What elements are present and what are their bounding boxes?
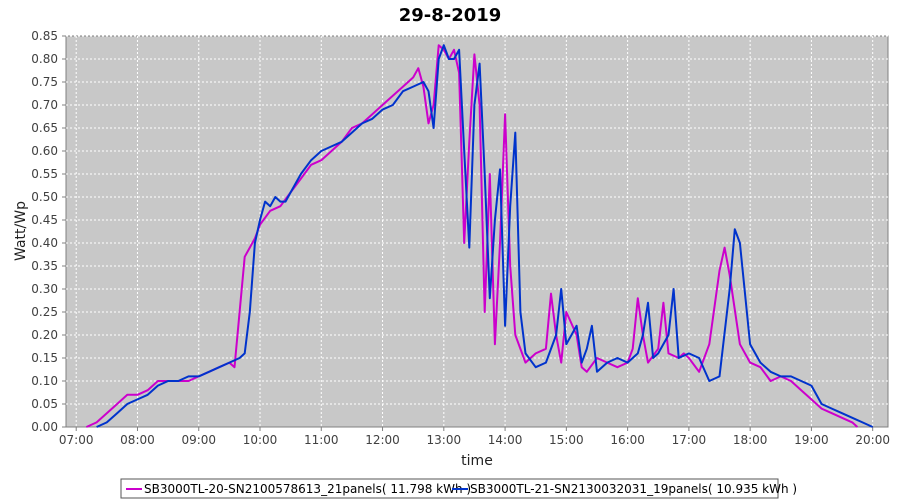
x-tick-label: 16:00: [610, 433, 645, 447]
series-line-1: [85, 44, 859, 428]
y-tick-label: 0.60: [31, 144, 58, 158]
x-tick-label: 20:00: [855, 433, 890, 447]
y-tick-label: 0.15: [31, 351, 58, 365]
y-tick-label: 0.65: [31, 121, 58, 135]
y-tick-label: 0.10: [31, 374, 58, 388]
gridlines: [66, 35, 888, 427]
y-tick-label: 0.80: [31, 52, 58, 66]
x-tick-label: 14:00: [488, 433, 523, 447]
y-tick-label: 0.75: [31, 75, 58, 89]
y-tick-label: 0.05: [31, 397, 58, 411]
legend-label-1: SB3000TL-20-SN2100578613_21panels( 11.79…: [144, 482, 471, 496]
x-tick-label: 17:00: [672, 433, 707, 447]
y-tick-label: 0.25: [31, 305, 58, 319]
x-axis-label: time: [461, 453, 493, 469]
x-tick-label: 15:00: [549, 433, 584, 447]
x-tick-label: 12:00: [365, 433, 400, 447]
y-axis-label: Watt/Wp: [13, 201, 29, 261]
x-tick-label: 19:00: [794, 433, 829, 447]
y-tick-label: 0.50: [31, 190, 58, 204]
y-tick-label: 0.40: [31, 236, 58, 250]
legend: SB3000TL-20-SN2100578613_21panels( 11.79…: [120, 478, 797, 499]
axis-ticks: 0.00 0.05 0.10 0.15 0.20 0.25 0.30 0.35 0.40 0.45…: [31, 29, 890, 447]
chart-title: 29-8-2019: [399, 5, 502, 26]
y-tick-label: 0.55: [31, 167, 58, 181]
x-tick-label: 08:00: [120, 433, 155, 447]
legend-box: [120, 478, 779, 499]
x-tick-label: 09:00: [181, 433, 216, 447]
plot-area: [65, 35, 889, 428]
x-tick-label: 13:00: [427, 433, 462, 447]
y-tick-label: 0.20: [31, 328, 58, 342]
series-line-2: [96, 44, 874, 428]
x-tick-label: 11:00: [304, 433, 339, 447]
x-tick-label: 10:00: [243, 433, 278, 447]
y-tick-label: 0.85: [31, 29, 58, 43]
y-tick-label: 0.30: [31, 282, 58, 296]
y-tick-label: 0.70: [31, 98, 58, 112]
y-tick-label: 0.45: [31, 213, 58, 227]
y-tick-label: 0.00: [31, 420, 58, 434]
x-tick-label: 07:00: [59, 433, 94, 447]
series-lines: [85, 44, 874, 428]
legend-label-2: SB3000TL-21-SN2130032031_19panels( 10.93…: [470, 482, 797, 496]
y-tick-label: 0.35: [31, 259, 58, 273]
x-tick-label: 18:00: [733, 433, 768, 447]
